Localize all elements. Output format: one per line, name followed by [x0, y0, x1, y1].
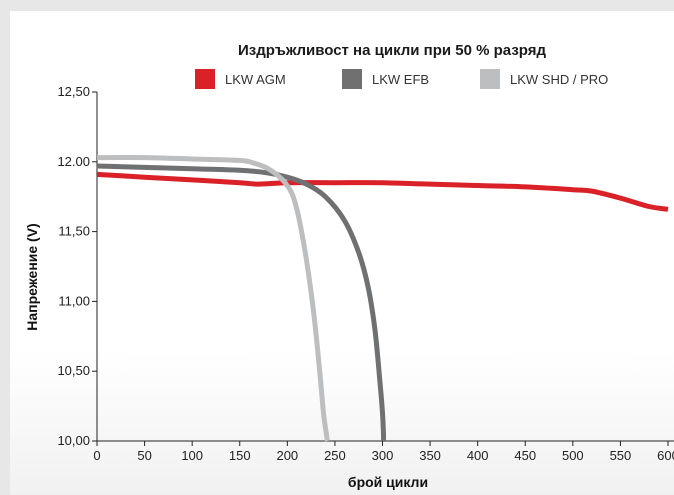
x-tick-label: 600 — [657, 448, 674, 463]
x-tick-label: 0 — [93, 448, 100, 463]
axes — [96, 92, 674, 442]
x-tick-label: 500 — [562, 448, 584, 463]
x-tick-label: 100 — [181, 448, 203, 463]
chart-frame: Издръжливост на цикли при 50 % разряд LK… — [10, 11, 674, 495]
x-axis-label: брой цикли — [348, 474, 428, 490]
x-tick-label: 400 — [467, 448, 489, 463]
x-tick-label: 200 — [276, 448, 298, 463]
y-tick-label: 11,50 — [58, 224, 90, 239]
legend-swatch — [195, 69, 215, 89]
x-tick-label: 550 — [610, 448, 632, 463]
chart-title: Издръжливост на цикли при 50 % разряд — [238, 42, 547, 59]
y-tick-label: 12,50 — [57, 84, 90, 99]
y-tick-label: 10,50 — [57, 363, 90, 378]
legend: LKW AGM LKW EFB LKW SHD / PRO — [195, 69, 608, 89]
x-tick-label: 350 — [419, 448, 441, 463]
legend-label: LKW SHD / PRO — [510, 72, 608, 87]
x-tick-label: 300 — [372, 448, 394, 463]
y-tick-label: 10,00 — [57, 433, 90, 448]
legend-swatch — [480, 69, 500, 89]
legend-label: LKW EFB — [372, 72, 429, 87]
series-lines — [96, 155, 669, 442]
series-line-lkw-shd-pro — [96, 155, 330, 442]
y-tick-label: 11,00 — [58, 293, 90, 308]
y-tick-label: 12.00 — [57, 154, 90, 169]
x-tick-label: 450 — [514, 448, 536, 463]
y-ticks: 10,00 10,50 11,00 11,50 12.00 12,50 — [57, 84, 97, 448]
y-axis-label: Напрежение (V) — [24, 223, 40, 330]
legend-swatch — [342, 69, 362, 89]
x-ticks: 0 50 100 150 200 250 300 350 400 450 500 550 600 — [93, 441, 674, 463]
legend-label: LKW AGM — [225, 72, 286, 87]
cycle-life-chart: Издръжливост на цикли при 50 % разряд LK… — [24, 42, 674, 490]
x-tick-label: 250 — [324, 448, 346, 463]
series-line-lkw-agm — [96, 171, 669, 212]
series-line-lkw-efb — [96, 163, 387, 442]
x-tick-label: 50 — [137, 448, 151, 463]
x-tick-label: 150 — [229, 448, 251, 463]
